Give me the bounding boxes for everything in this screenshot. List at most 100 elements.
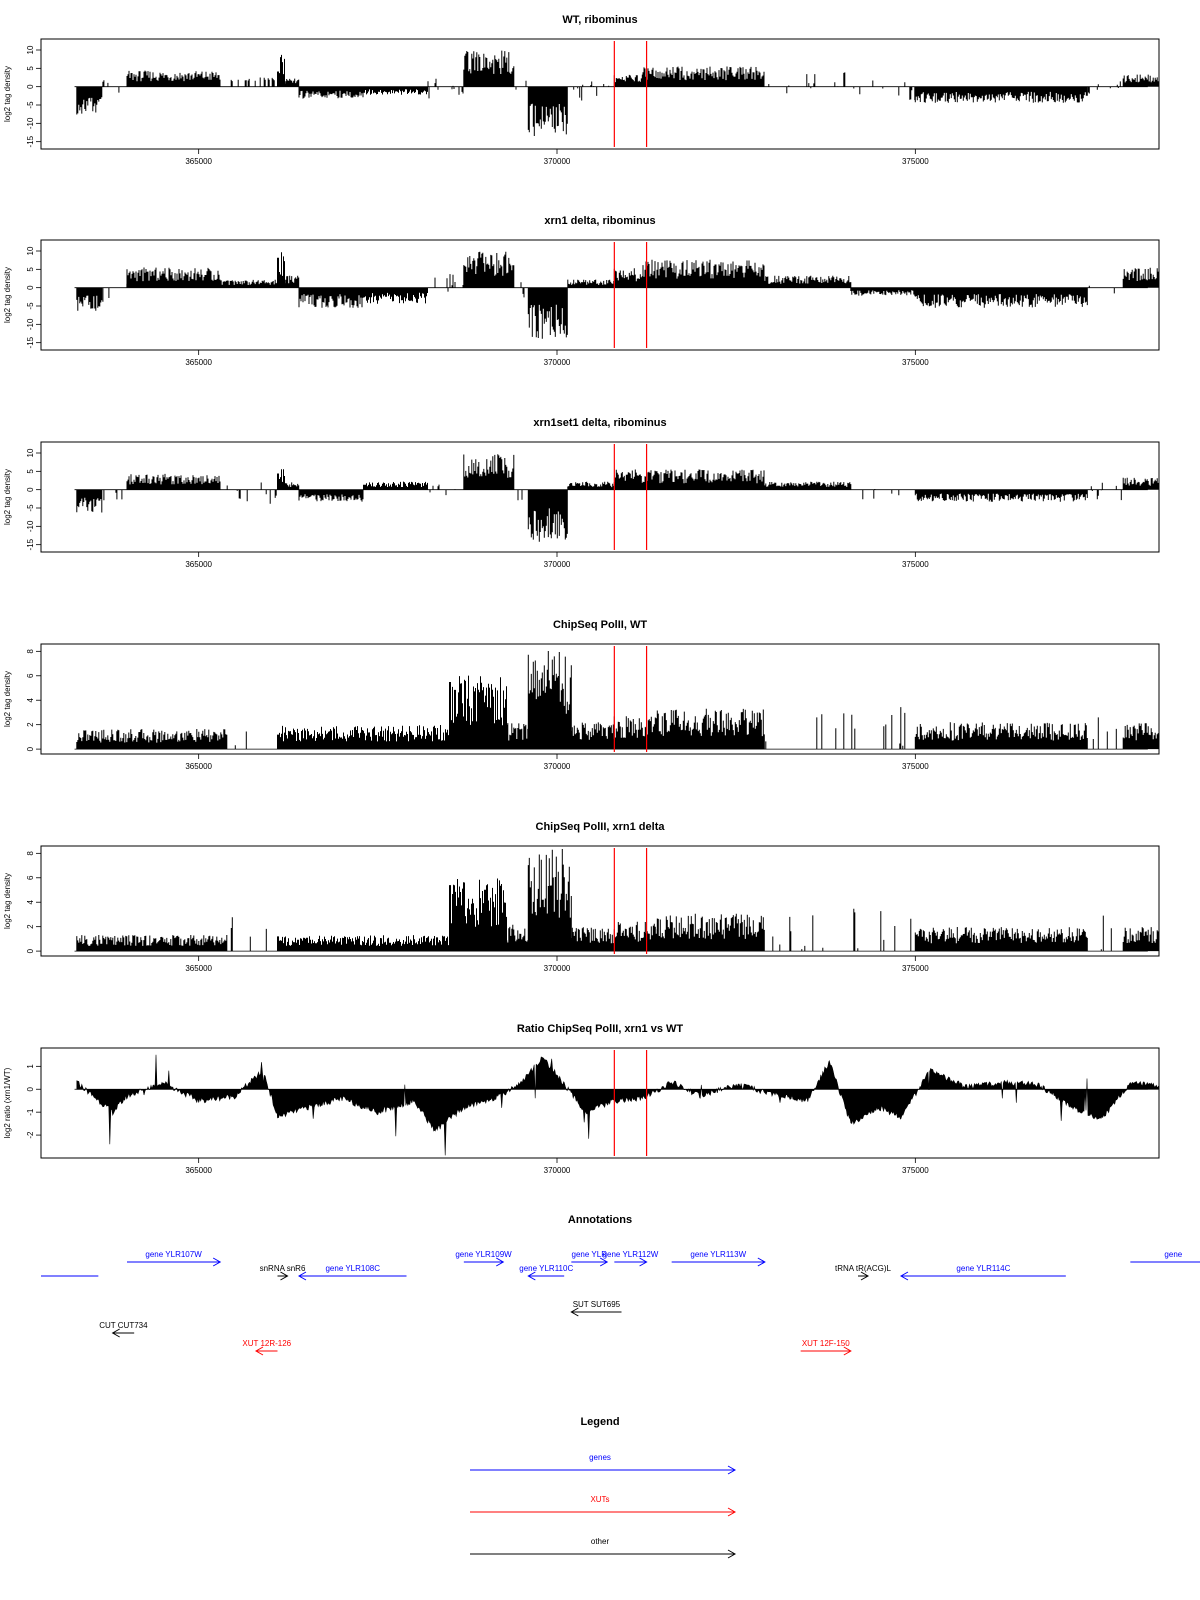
data-bars [613,469,643,490]
data-bars [1088,285,1115,294]
data-segment [613,469,643,490]
y-tick-label: 5 [26,469,35,474]
data-bars [298,489,364,502]
feature-gene: gene YLR113W [671,1250,766,1267]
data-bars [277,54,285,87]
chart-title: ChipSeq PolII, WT [553,619,647,631]
y-tick-label: -1 [26,1108,35,1116]
feature-label: gene YLR114C [956,1264,1010,1273]
data-bars [567,279,615,288]
arrow-head [860,1271,870,1281]
data-bars [642,259,765,288]
data-segment [642,66,765,87]
y-tick-label: -2 [26,1131,35,1139]
data-segment [570,927,615,952]
data-segment [613,921,658,952]
data-segment [76,729,228,750]
feature-gene: gene YLR [571,1250,609,1267]
y-tick-label: 0 [26,746,35,751]
data-bars [230,77,275,87]
data-segment [298,86,364,99]
data-bars [1100,915,1112,952]
data-bars [102,80,120,93]
data-segment [103,489,123,501]
arrow-head [639,1257,648,1267]
data-bars [449,675,507,750]
feature-label: gene YLR108C [325,1264,380,1273]
data-bars [613,716,658,750]
plot-frame [40,643,1160,755]
legend-item-label: genes [589,1453,611,1462]
y-tick-label: 8 [26,851,35,856]
data-bars [853,80,916,101]
feature-gene: gene YLR114C [899,1264,1066,1281]
feature-label: gene YLR107W [145,1250,202,1259]
data-bars [126,70,221,87]
chart-panel: WT, ribominus -15 -10 -5 0 5 10 log2 tag densit… [3,14,1160,166]
data-segment [1122,723,1159,750]
data-bars [1092,717,1117,750]
data-bars [226,482,277,504]
data-bars [298,86,364,99]
data-segment [1122,74,1159,87]
arrow-head [843,1346,852,1356]
chart-panel: xrn1set1 delta, ribominus -15 -10 -5 0 5 10 log… [3,417,1160,569]
data-bars [76,86,103,115]
data-bars [230,917,267,952]
arrow-head [212,1257,222,1267]
plot-frame [40,441,1160,553]
data-segment [219,279,278,288]
data-segment [277,469,285,490]
data-bars [1122,74,1159,87]
chart-panel: xrn1 delta, ribominus -15 -10 -5 0 5 10 log2 ta… [3,215,1160,367]
arrow-head [727,1507,737,1517]
data-segment [126,473,221,490]
y-axis-label: log2 tag density [3,671,12,727]
data-bars [570,927,615,952]
y-tick-label: 8 [26,649,35,654]
data-bars [514,80,527,90]
data-segment [765,713,845,750]
x-tick-label: 375000 [902,358,929,367]
x-tick-label: 370000 [544,762,571,771]
data-segment [772,915,824,952]
data-segment [573,81,610,101]
feature-label: snRNA snR6 [260,1264,306,1273]
feature-label: SUT SUT695 [573,1300,621,1309]
data-bars [764,275,852,288]
data-segment [656,913,765,952]
data-segment [126,267,221,288]
data-segment [427,78,464,99]
data-bars [277,469,285,490]
y-axis-label: log2 tag density [3,66,12,122]
data-bars [765,713,845,750]
data-segment [277,54,285,87]
x-tick-label: 375000 [902,964,929,973]
x-tick-label: 370000 [544,964,571,973]
legend-item-label: XUTs [590,1495,609,1504]
data-segment [567,279,615,288]
data-segment [506,924,529,952]
chart-panel: Ratio ChipSeq PolII, xrn1 vs WT -2 -1 0 1 log… [3,1023,1160,1175]
data-bars [1090,482,1122,501]
y-tick-label: 2 [26,924,35,929]
data-segment [517,489,523,501]
feature-other: tRNA tR(ACG)L [835,1264,892,1281]
legend-item: genes [470,1453,737,1475]
data-bars [103,489,123,501]
data-bars [613,268,643,288]
data-bars [506,723,529,750]
data-segment [914,489,1088,502]
data-bars [102,283,128,302]
chart-title: ChipSeq PolII, xrn1 delta [536,821,666,833]
chart-title: Ratio ChipSeq PolII, xrn1 vs WT [517,1023,684,1035]
data-bars [219,279,278,288]
data-segment [449,878,507,952]
y-tick-label: 5 [26,267,35,272]
data-segment [76,489,103,513]
data-bars [277,252,285,288]
data-bars [914,489,1088,502]
data-segment [613,268,643,288]
feature-other: CUT CUT734 [99,1321,148,1338]
data-segment [1100,915,1112,952]
